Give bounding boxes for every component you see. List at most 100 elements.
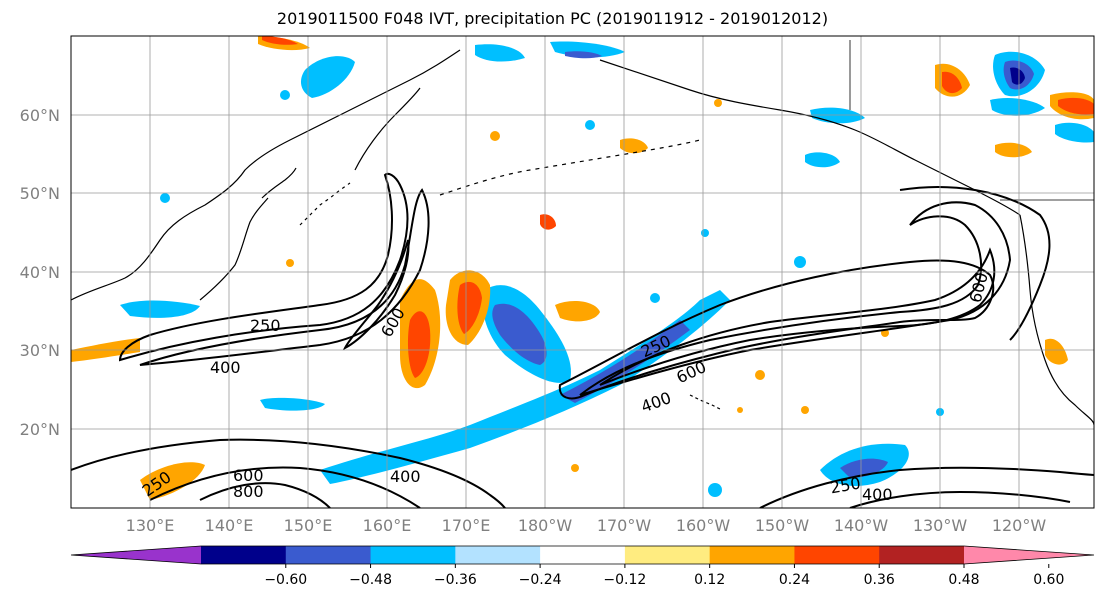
blue-patch-nw-america xyxy=(990,97,1045,116)
blue-dot xyxy=(701,229,709,237)
contour-south-400 xyxy=(149,466,421,508)
colorbar-extend-low xyxy=(71,546,201,564)
blue-dot xyxy=(160,193,170,203)
lon-label: 170°E xyxy=(442,516,491,535)
colorbar-swatch xyxy=(285,546,372,564)
orange-dot xyxy=(755,370,765,380)
contour-label: 800 xyxy=(233,482,264,501)
coast-north-america xyxy=(1019,214,1094,426)
blue-patch-north-a xyxy=(300,56,355,98)
lat-label: 60°N xyxy=(20,106,60,125)
lon-label: 160°E xyxy=(363,516,412,535)
contour-south-250 xyxy=(71,438,506,508)
lon-label: 160°W xyxy=(676,516,731,535)
orange-patch-coast-ca xyxy=(1045,338,1068,365)
coast-aleutians xyxy=(439,139,701,196)
colorbar xyxy=(70,545,1095,565)
colorbar-swatch xyxy=(794,546,880,564)
coastlines xyxy=(71,40,1094,426)
colorbar-swatch xyxy=(624,546,711,564)
lat-label: 50°N xyxy=(20,184,60,203)
colorbar-tick-label: 0.60 xyxy=(1033,572,1064,588)
blue-patch-gulf-b xyxy=(805,152,840,168)
colorbar-swatch xyxy=(201,546,287,564)
blue-band-core xyxy=(560,320,690,403)
contour-east-600 xyxy=(599,247,996,386)
contour-se-400 xyxy=(849,490,1071,508)
contour-label: 400 xyxy=(390,467,421,486)
contour-label: 400 xyxy=(210,358,241,377)
red-dot-mid xyxy=(540,214,556,230)
blue-patch-japan xyxy=(120,300,200,318)
orange-patch-sw xyxy=(140,462,205,500)
contour-east-outer xyxy=(899,186,1051,341)
orange-patch-ne-c xyxy=(995,142,1032,158)
colorbar-swatch xyxy=(879,546,965,564)
coast-hokkaido xyxy=(261,167,297,199)
lat-label: 40°N xyxy=(20,263,60,282)
contour-label: 400 xyxy=(862,485,893,504)
lat-label: 30°N xyxy=(20,341,60,360)
orange-dot xyxy=(490,131,500,141)
contour-east-250 xyxy=(558,259,995,400)
colorbar-swatch xyxy=(540,546,626,564)
colorbar-tick-label: 0.12 xyxy=(694,572,725,588)
red-patch-b xyxy=(457,281,482,334)
blue-dot xyxy=(585,120,595,130)
lon-label: 170°W xyxy=(597,516,652,535)
colorbar-swatch xyxy=(455,546,541,564)
colorbar-swatch xyxy=(370,546,456,564)
blue-dot xyxy=(794,256,806,268)
red-patch-ne-a xyxy=(942,71,962,94)
orange-patch-c xyxy=(555,300,600,322)
red-patch-north-edge xyxy=(262,36,298,45)
blue-dot xyxy=(650,293,660,303)
colorbar-tick-label: −0.48 xyxy=(349,572,392,588)
orange-dot xyxy=(801,406,809,414)
gridlines xyxy=(71,36,1094,508)
lon-label: 130°E xyxy=(126,516,175,535)
figure-title: 2019011500 F048 IVT, precipitation PC (2… xyxy=(276,9,829,28)
contour-west-400 xyxy=(139,188,430,366)
colorbar-tick-label: −0.60 xyxy=(264,572,307,588)
blue-band xyxy=(320,290,730,484)
colorbar-tick-label: −0.12 xyxy=(603,572,646,588)
contour-west-600 xyxy=(342,239,410,351)
colorbar-tick-label: −0.36 xyxy=(434,572,477,588)
colorbar-outline xyxy=(70,545,1095,565)
orange-patch-north-mid xyxy=(620,138,648,154)
lon-label: 130°W xyxy=(913,516,968,535)
lon-label: 140°E xyxy=(205,516,254,535)
colorbar-tick-label: 0.36 xyxy=(864,572,895,588)
map-frame xyxy=(70,35,1095,509)
contour-east-400 xyxy=(579,201,1012,396)
red-patch-a xyxy=(407,311,431,378)
contour-west-250 xyxy=(118,172,409,362)
blue-patch-ne xyxy=(1055,122,1094,143)
orange-dot xyxy=(714,99,722,107)
navy-patch-alaska xyxy=(1010,67,1025,85)
blue-dot xyxy=(280,90,290,100)
lat-label-group: 60°N 50°N 40°N 30°N 20°N xyxy=(20,106,60,439)
colorbar-swatch xyxy=(709,546,795,564)
contour-se-250 xyxy=(759,466,1094,508)
lon-label-group: 130°E 140°E 150°E 160°E 170°E 180°W 170°… xyxy=(126,516,1047,535)
colorbar-tick-label: 0.24 xyxy=(779,572,810,588)
blue-patch-north-c-core xyxy=(565,51,602,59)
lon-label: 150°E xyxy=(284,516,333,535)
lon-label: 180°W xyxy=(518,516,573,535)
precip-shading xyxy=(71,36,1094,500)
orange-dot xyxy=(286,259,294,267)
orange-dot xyxy=(571,464,579,472)
contour-south-600 xyxy=(199,482,331,508)
lon-label: 140°W xyxy=(834,516,889,535)
colorbar-tick-label: −0.24 xyxy=(519,572,562,588)
lon-label: 120°W xyxy=(992,516,1047,535)
blue-patch-north-b xyxy=(475,44,525,62)
colorbar-tick-group: −0.60 −0.48 −0.36 −0.24 −0.12 0.12 0.24 0.36 0.4… xyxy=(264,564,1064,588)
orange-dot xyxy=(737,407,743,413)
lat-label: 20°N xyxy=(20,420,60,439)
lon-label: 150°W xyxy=(755,516,810,535)
